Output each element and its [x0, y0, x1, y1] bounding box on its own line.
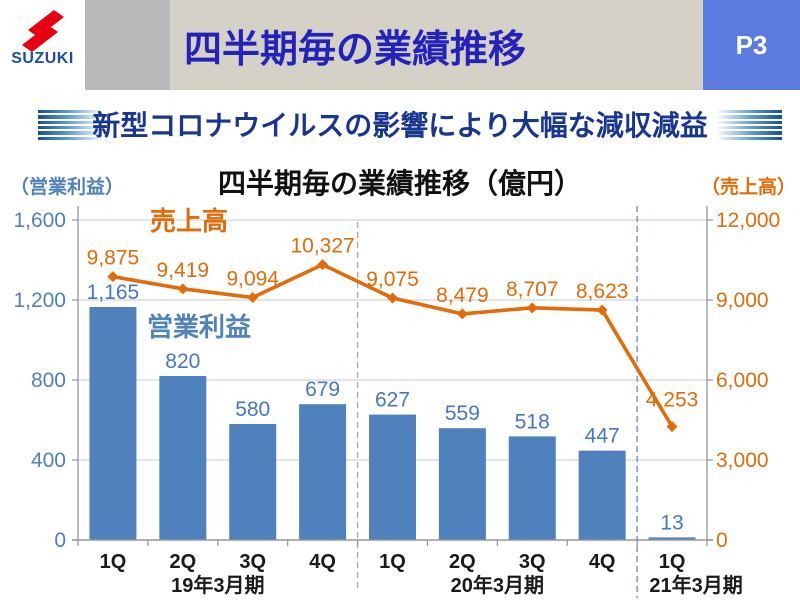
left-axis-tick-label: 1,600 — [13, 209, 66, 232]
x-axis-quarter-label: 3Q — [239, 551, 266, 573]
stripes-decoration-right-icon — [716, 110, 782, 140]
left-axis-title: （営業利益） — [10, 177, 125, 198]
sales-point-marker — [456, 308, 468, 320]
bar-value-label: 627 — [375, 389, 410, 412]
page-number-badge: P3 — [703, 0, 800, 90]
x-axis-quarter-label: 4Q — [589, 551, 616, 573]
bar — [299, 404, 347, 540]
header-title-bar: 四半期毎の業績推移 — [170, 0, 703, 90]
subtitle: 新型コロナウイルスの影響により大幅な減収減益 — [92, 110, 708, 141]
suzuki-logo-text: SUZUKI — [11, 50, 74, 67]
suzuki-s-mark-icon — [22, 10, 64, 52]
sales-value-label: 8,707 — [506, 278, 559, 301]
x-axis-quarter-label: 3Q — [519, 551, 546, 573]
slide-title: 四半期毎の業績推移 — [184, 28, 527, 71]
left-axis-tick-label: 0 — [54, 529, 66, 552]
sales-value-label: 9,875 — [87, 247, 140, 270]
x-axis-quarter-label: 1Q — [379, 551, 406, 573]
bar — [369, 414, 416, 540]
bar — [89, 307, 137, 540]
suzuki-logo: SUZUKI — [0, 0, 85, 90]
bar-value-label: 447 — [585, 425, 620, 448]
x-axis-quarter-label: 2Q — [169, 551, 196, 573]
bar-value-label: 518 — [515, 410, 550, 433]
chart-title: 四半期毎の業績推移（億円） — [217, 168, 582, 199]
bar — [438, 428, 486, 540]
bar-value-label: 820 — [165, 350, 200, 373]
header: SUZUKI 四半期毎の業績推移 P3 — [0, 0, 800, 90]
fiscal-year-label: 20年3月期 — [451, 573, 544, 597]
left-axis-tick-label: 800 — [31, 369, 66, 392]
sales-value-label: 9,094 — [226, 267, 279, 290]
left-axis-tick-label: 400 — [31, 449, 66, 472]
sales-value-label: 9,075 — [366, 268, 419, 291]
right-axis-tick-label: 3,000 — [716, 449, 769, 472]
bar-value-label: 679 — [305, 378, 340, 401]
x-axis-quarter-label: 1Q — [659, 551, 686, 573]
x-axis-quarter-label: 2Q — [449, 551, 476, 573]
right-axis-tick-label: 12,000 — [716, 209, 780, 232]
sales-point-marker — [526, 302, 538, 314]
x-axis-quarter-label: 4Q — [309, 551, 336, 573]
sales-point-marker — [596, 304, 608, 316]
right-axis-tick-label: 0 — [716, 529, 728, 552]
profit-series-label: 営業利益 — [147, 312, 252, 342]
bar — [159, 376, 207, 540]
sales-value-label: 8,623 — [576, 280, 629, 303]
bar — [578, 450, 626, 540]
sales-point-marker — [247, 291, 259, 303]
stripes-decoration-left-icon — [38, 110, 104, 140]
right-axis-title: （売上高） — [700, 177, 796, 198]
fiscal-year-label: 21年3月期 — [649, 573, 742, 597]
sales-value-label: 9,419 — [157, 259, 210, 282]
bar-value-label: 559 — [445, 402, 480, 425]
sales-point-marker — [177, 283, 189, 295]
sales-value-label: 4,253 — [646, 389, 699, 412]
x-axis-quarter-label: 1Q — [100, 551, 127, 573]
bar-value-label: 580 — [235, 398, 270, 421]
right-axis-tick-label: 6,000 — [716, 369, 769, 392]
right-axis-tick-label: 9,000 — [716, 289, 769, 312]
bar-value-label: 1,165 — [87, 281, 140, 304]
bar — [648, 537, 696, 540]
header-divider-band — [85, 0, 170, 90]
sales-point-marker — [317, 259, 329, 271]
sales-series-label: 売上高 — [150, 206, 229, 236]
sales-point-marker — [387, 292, 398, 304]
bar — [229, 424, 277, 540]
sales-value-label: 10,327 — [290, 235, 354, 258]
bar-value-label: 13 — [660, 511, 683, 534]
left-axis-tick-label: 1,200 — [13, 289, 66, 312]
sales-value-label: 8,479 — [436, 284, 489, 307]
sales-point-marker — [666, 421, 678, 433]
fiscal-year-label: 19年3月期 — [171, 573, 264, 597]
bar — [508, 436, 556, 540]
sales-point-marker — [107, 271, 119, 283]
